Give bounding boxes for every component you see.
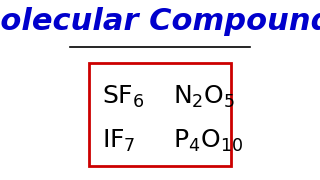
Text: Molecular Compounds: Molecular Compounds bbox=[0, 7, 320, 36]
FancyBboxPatch shape bbox=[89, 63, 231, 166]
Text: $\mathregular{P_4O_{10}}$: $\mathregular{P_4O_{10}}$ bbox=[173, 127, 243, 154]
Text: $\mathregular{N_2O_5}$: $\mathregular{N_2O_5}$ bbox=[173, 84, 235, 110]
Text: $\mathregular{SF_6}$: $\mathregular{SF_6}$ bbox=[102, 84, 144, 110]
Text: $\mathregular{IF_7}$: $\mathregular{IF_7}$ bbox=[102, 127, 136, 154]
